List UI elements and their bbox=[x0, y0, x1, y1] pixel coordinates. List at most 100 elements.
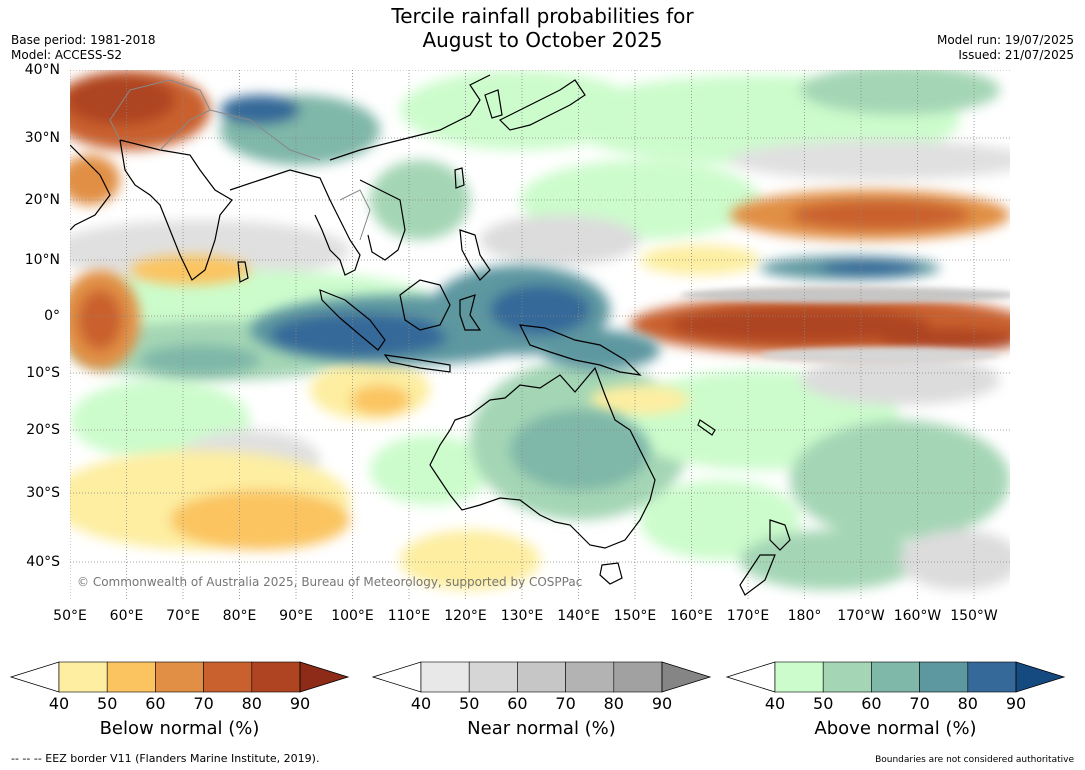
lat-label: 10°N bbox=[24, 252, 60, 268]
near-normal-band bbox=[680, 287, 1010, 363]
lat-label: 40°N bbox=[24, 62, 60, 78]
colorbar-tick: 80 bbox=[957, 694, 978, 713]
model-run: Model run: 19/07/2025 bbox=[936, 33, 1074, 47]
colorbar-over bbox=[1015, 661, 1066, 693]
colorbar-tick: 70 bbox=[555, 694, 576, 713]
colorbar-segment bbox=[871, 661, 920, 693]
lon-label: 80°E bbox=[222, 608, 257, 624]
colorbar-segment bbox=[251, 661, 301, 693]
meta-right: Model run: 19/07/2025 Issued: 21/07/2025 bbox=[937, 33, 1074, 63]
boundaries-disclaimer: Boundaries are not considered authoritat… bbox=[875, 755, 1074, 765]
colorbar-tick: 70 bbox=[909, 694, 930, 713]
colorbar-title: Near normal (%) bbox=[467, 718, 616, 739]
colorbar-segment bbox=[203, 661, 253, 693]
sumatra-coast bbox=[319, 289, 386, 351]
sulawesi-coast bbox=[459, 294, 482, 331]
colorbar-over bbox=[661, 661, 712, 693]
china-coast bbox=[329, 74, 491, 161]
colorbar-segment bbox=[420, 661, 470, 693]
japan-coast bbox=[498, 79, 586, 131]
philippines-coast bbox=[459, 229, 491, 281]
lat-label: 20°N bbox=[24, 192, 60, 208]
lat-label: 10°S bbox=[26, 365, 60, 381]
lon-label: 110°E bbox=[387, 608, 431, 624]
colorbars bbox=[9, 661, 1066, 693]
colorbar-under bbox=[9, 661, 60, 693]
colorbar-tick: 60 bbox=[861, 694, 882, 713]
colorbar-title: Below normal (%) bbox=[99, 718, 260, 739]
colorbar-title: Above normal (%) bbox=[814, 718, 977, 739]
colorbar-segment bbox=[565, 661, 615, 693]
se-asia-coast bbox=[229, 169, 361, 276]
lon-label: 130°E bbox=[500, 608, 544, 624]
lon-label: 170°E bbox=[726, 608, 770, 624]
new-zealand-north bbox=[769, 519, 791, 551]
colorbar-segment bbox=[517, 661, 566, 693]
lon-label: 150°W bbox=[950, 608, 998, 624]
colorbar-over bbox=[299, 661, 350, 693]
colorbar-tick: 70 bbox=[193, 694, 214, 713]
lon-label: 170°W bbox=[837, 608, 885, 624]
coastlines bbox=[70, 74, 791, 596]
colorbar-segment bbox=[774, 661, 824, 693]
colorbar-tick: 90 bbox=[651, 694, 673, 713]
taiwan-coast bbox=[454, 167, 465, 189]
meta-left: Base period: 1981-2018 Model: ACCESS-S2 bbox=[11, 33, 156, 63]
lat-label: 40°S bbox=[26, 554, 60, 570]
eez-border-note: -- -- -- EEZ border V11 (Flanders Marine… bbox=[11, 752, 320, 765]
lat-label: 30°N bbox=[24, 130, 60, 146]
australia-coast bbox=[429, 366, 656, 549]
colorbar-tick: 80 bbox=[603, 694, 624, 713]
lon-label: 120°E bbox=[444, 608, 487, 624]
model-name: Model: ACCESS-S2 bbox=[11, 48, 123, 62]
lon-label: 150°E bbox=[613, 608, 657, 624]
lat-label: 30°S bbox=[26, 485, 60, 501]
indochina-coast bbox=[359, 179, 406, 261]
colorbar-tick: 90 bbox=[289, 694, 311, 713]
lon-label: 70°E bbox=[166, 608, 200, 624]
colorbar-under bbox=[725, 661, 776, 693]
new-zealand-south bbox=[739, 554, 776, 596]
colorbar-tick: 80 bbox=[241, 694, 262, 713]
new-guinea-coast bbox=[518, 324, 642, 376]
tasmania-coast bbox=[599, 562, 623, 585]
colorbar-segment bbox=[468, 661, 518, 693]
colorbar-tick: 90 bbox=[1005, 694, 1027, 713]
colorbar-tick: 40 bbox=[410, 694, 432, 713]
below-normal-regions bbox=[70, 70, 1010, 590]
lon-label: 160°W bbox=[893, 608, 942, 624]
colorbar-under bbox=[371, 661, 422, 693]
colorbar bbox=[371, 661, 712, 693]
colorbar-tick: 40 bbox=[48, 694, 70, 713]
lon-label: 50°E bbox=[53, 608, 87, 624]
colorbar-tick: 60 bbox=[507, 694, 528, 713]
colorbar-segment bbox=[822, 661, 872, 693]
borneo-coast bbox=[399, 279, 451, 331]
colorbar bbox=[9, 661, 350, 693]
copyright-notice: © Commonwealth of Australia 2025, Bureau… bbox=[77, 575, 583, 589]
colorbar-segment bbox=[58, 661, 108, 693]
issued-date: Issued: 21/07/2025 bbox=[958, 48, 1074, 62]
base-period: Base period: 1981-2018 bbox=[11, 33, 156, 47]
title-line-1: Tercile rainfall probabilities for bbox=[391, 4, 694, 28]
lon-label: 90°E bbox=[279, 608, 313, 624]
lon-label: 140°E bbox=[557, 608, 600, 624]
lat-label: 20°S bbox=[26, 422, 60, 438]
colorbar bbox=[725, 661, 1066, 693]
graticule bbox=[70, 70, 1010, 600]
colorbar-segment bbox=[919, 661, 969, 693]
colorbar-segment bbox=[613, 661, 663, 693]
lon-label: 180° bbox=[787, 608, 822, 624]
lon-label: 160°E bbox=[670, 608, 713, 624]
lon-label: 100°E bbox=[331, 608, 374, 624]
colorbar-tick: 40 bbox=[764, 694, 786, 713]
lat-label: 0° bbox=[44, 308, 60, 324]
arabia-coast bbox=[70, 144, 111, 231]
new-caledonia bbox=[697, 419, 716, 436]
colorbar-segment bbox=[967, 661, 1017, 693]
sri-lanka-coast bbox=[237, 261, 249, 283]
korea-coast bbox=[484, 89, 503, 119]
colorbar-tick: 50 bbox=[97, 694, 118, 713]
colorbar-tick: 50 bbox=[813, 694, 834, 713]
